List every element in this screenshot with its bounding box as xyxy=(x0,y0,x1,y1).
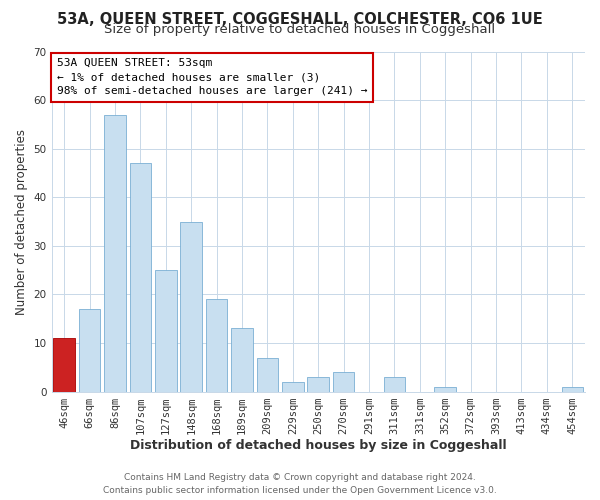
Bar xyxy=(231,328,253,392)
X-axis label: Distribution of detached houses by size in Coggeshall: Distribution of detached houses by size … xyxy=(130,440,506,452)
Bar xyxy=(130,163,151,392)
Bar xyxy=(383,377,405,392)
Text: Size of property relative to detached houses in Coggeshall: Size of property relative to detached ho… xyxy=(104,22,496,36)
Bar xyxy=(104,114,126,392)
Bar xyxy=(53,338,75,392)
Bar xyxy=(434,386,456,392)
Text: 53A, QUEEN STREET, COGGESHALL, COLCHESTER, CO6 1UE: 53A, QUEEN STREET, COGGESHALL, COLCHESTE… xyxy=(57,12,543,28)
Text: 53A QUEEN STREET: 53sqm
← 1% of detached houses are smaller (3)
98% of semi-deta: 53A QUEEN STREET: 53sqm ← 1% of detached… xyxy=(57,58,367,96)
Bar xyxy=(282,382,304,392)
Bar xyxy=(155,270,176,392)
Bar xyxy=(79,309,100,392)
Bar xyxy=(307,377,329,392)
Text: Contains HM Land Registry data © Crown copyright and database right 2024.
Contai: Contains HM Land Registry data © Crown c… xyxy=(103,473,497,495)
Y-axis label: Number of detached properties: Number of detached properties xyxy=(15,128,28,314)
Bar xyxy=(562,386,583,392)
Bar xyxy=(206,300,227,392)
Bar xyxy=(257,358,278,392)
Bar xyxy=(181,222,202,392)
Bar xyxy=(333,372,355,392)
